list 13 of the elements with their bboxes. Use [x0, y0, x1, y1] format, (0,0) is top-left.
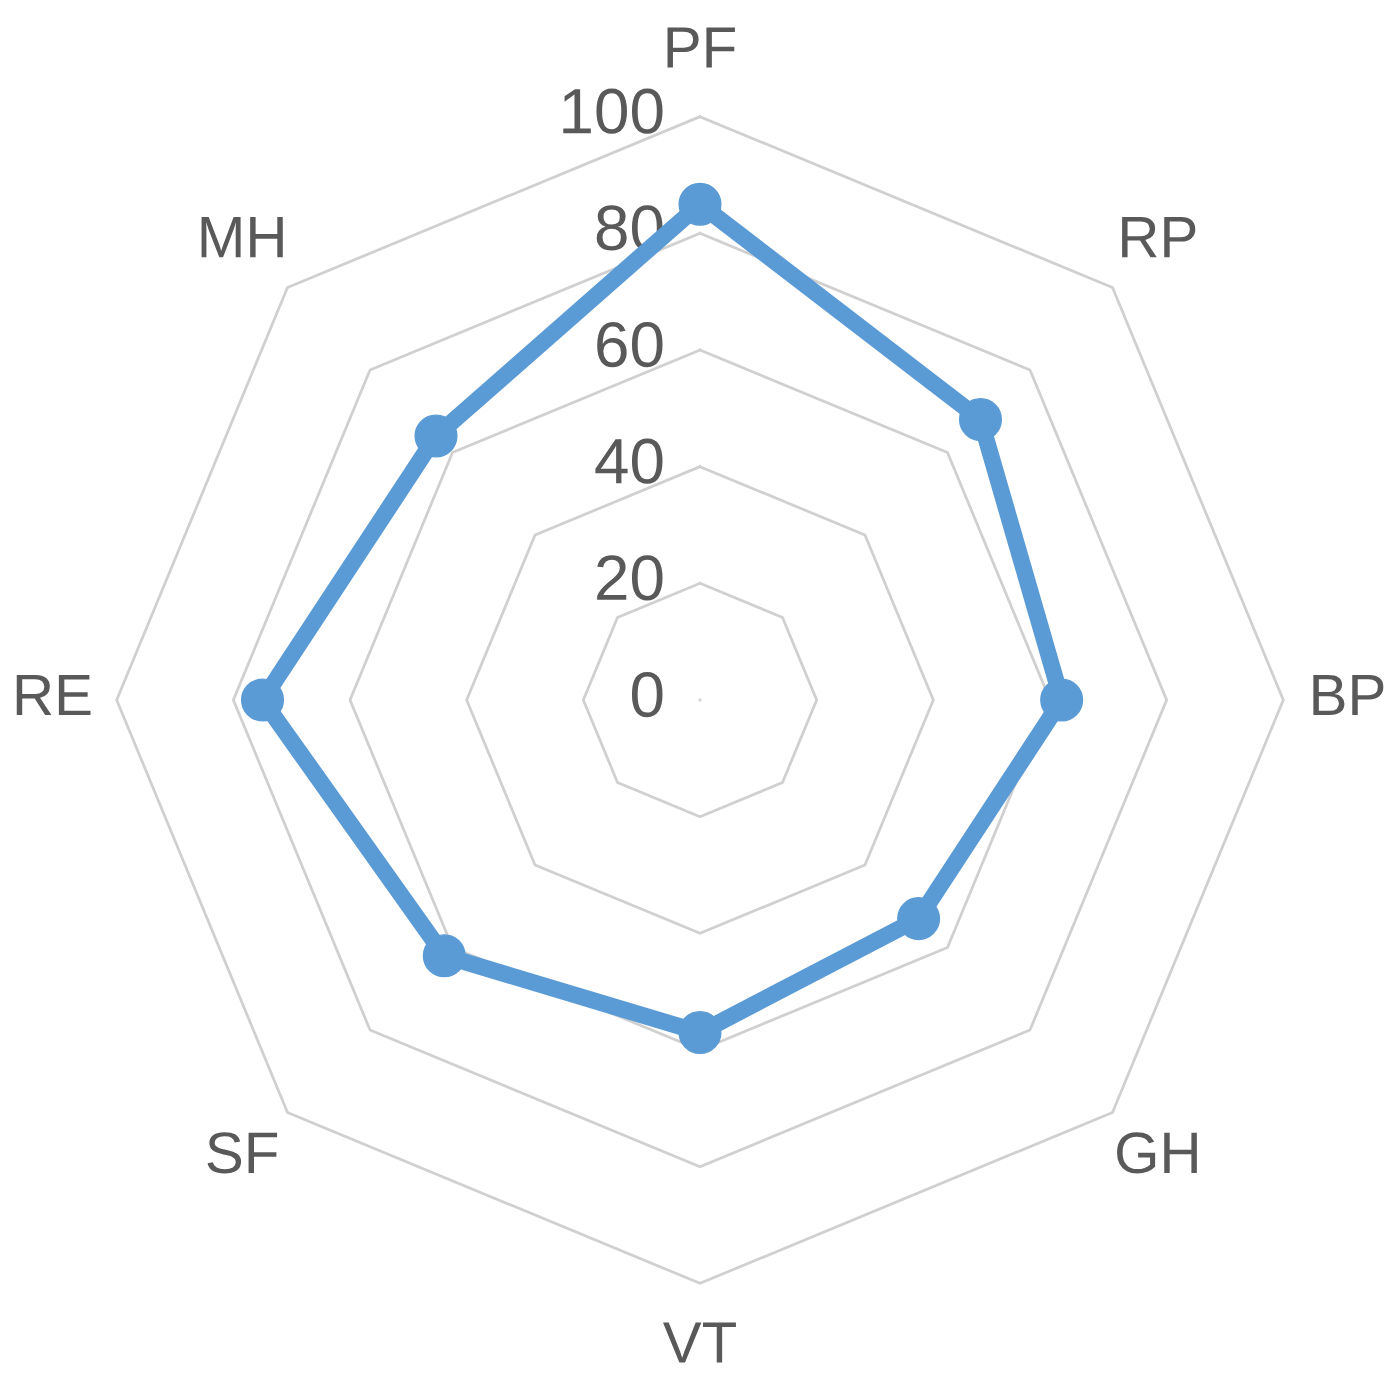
y-tick-label: 100	[563, 88, 663, 134]
spoke-label: GH	[1117, 1132, 1197, 1174]
y-tick-label: 40	[595, 438, 663, 484]
y-tick-label: 60	[597, 321, 663, 368]
spoke-label: VT	[662, 1322, 736, 1363]
spoke-label: MH	[201, 217, 283, 258]
y-tick-label: 20	[597, 555, 663, 601]
y-tick-label: 0	[631, 671, 663, 718]
spoke-label: RE	[16, 674, 91, 716]
spoke-label: RP	[1122, 217, 1196, 258]
spoke-label: SF	[207, 1132, 278, 1174]
spoke-label: PF	[667, 27, 735, 68]
spoke-label: BP	[1313, 674, 1384, 716]
